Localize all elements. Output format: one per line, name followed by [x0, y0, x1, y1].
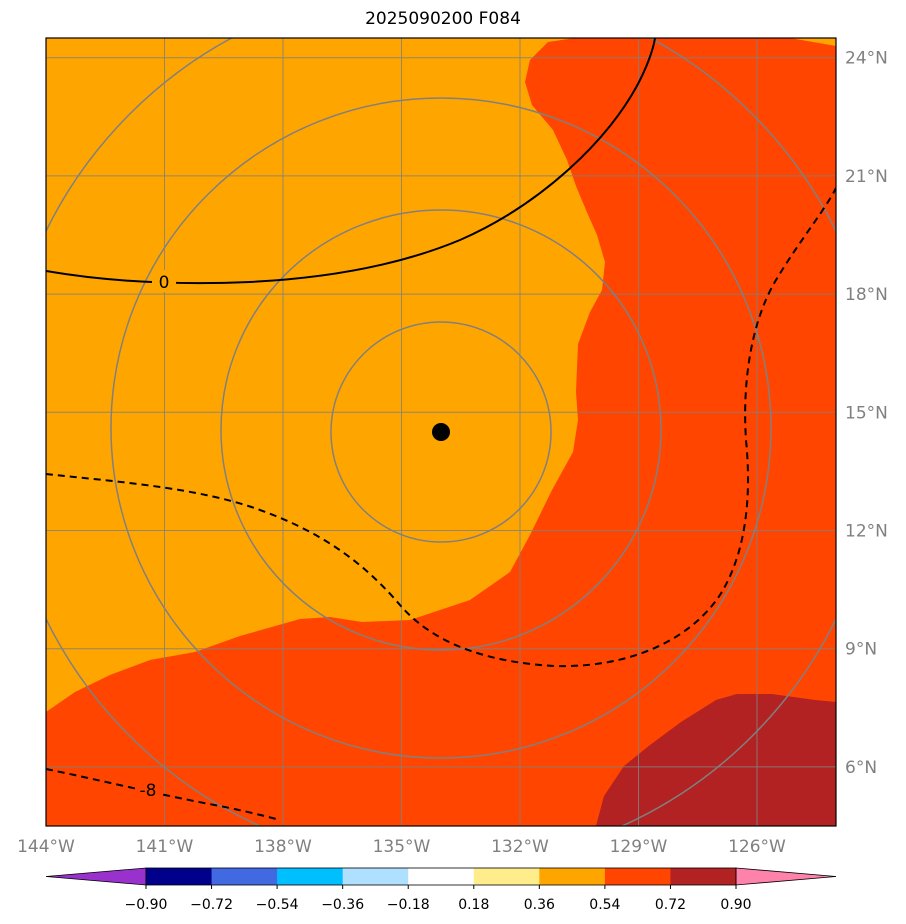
contour-label-bg-zero	[152, 270, 176, 292]
range-rings	[46, 38, 836, 826]
colorbar-segment	[146, 868, 213, 885]
colorbar-extend-low	[45, 867, 147, 886]
lat-tick-label: 9°N	[845, 640, 877, 660]
colorbar-tick-label: −0.18	[387, 897, 430, 913]
colorbar-extend-high	[735, 867, 837, 886]
map-frame	[45, 37, 837, 827]
lon-tick-label: 135°W	[373, 837, 431, 857]
colorbar-tick-label: 0.72	[655, 897, 686, 913]
colorbar-segment	[473, 868, 540, 885]
map-plot-area: 0 -8	[46, 38, 836, 826]
lon-tick-label: 132°W	[491, 837, 549, 857]
range-ring-2	[220, 209, 662, 651]
colorbar-segment	[211, 868, 278, 885]
range-ring-1	[330, 321, 552, 543]
contour-label-south: -8	[140, 781, 157, 801]
lon-tick-label: 126°W	[728, 837, 786, 857]
lat-tick-label: 12°N	[845, 522, 888, 542]
storm-center-marker	[432, 423, 450, 441]
colorbar-tick-label: 0.54	[589, 897, 620, 913]
contour-label-bg-south	[135, 778, 161, 800]
colorbar-segment	[670, 868, 737, 885]
colorbar-tick-label: −0.72	[190, 897, 233, 913]
colorbar-segment	[408, 868, 475, 885]
lat-tick-labels: 24°N 21°N 18°N 15°N 12°N 9°N 6°N	[845, 49, 888, 778]
contour-dashed-mid	[46, 187, 836, 668]
colorbar: −0.90 −0.72 −0.54 −0.36 −0.18 0.18 0.36 0.54 0.7…	[45, 867, 837, 913]
colorbar-tick-label: −0.36	[321, 897, 364, 913]
map-title: 2025090200 F084	[365, 9, 521, 29]
lat-tick-label: 6°N	[845, 758, 877, 778]
colorbar-segment	[604, 868, 671, 885]
lat-tick-label: 15°N	[845, 403, 888, 423]
colorbar-tick-label: 0.36	[524, 897, 555, 913]
range-ring-3	[110, 97, 772, 759]
lon-tick-labels: 144°W 141°W 138°W 135°W 132°W 129°W 126°W	[17, 837, 786, 857]
colorbar-tick-label: 0.90	[720, 897, 751, 913]
contour-label-zero: 0	[159, 273, 170, 293]
colorbar-segment	[342, 868, 409, 885]
colorbar-frame	[145, 867, 737, 886]
colorbar-tick-label: −0.54	[256, 897, 299, 913]
gridlines	[46, 38, 836, 826]
lon-tick-label: 138°W	[254, 837, 312, 857]
lon-tick-label: 141°W	[136, 837, 194, 857]
colorbar-segment	[277, 868, 344, 885]
colorbar-segment	[539, 868, 606, 885]
lat-tick-label: 18°N	[845, 285, 888, 305]
colorbar-tick-label: −0.90	[125, 897, 168, 913]
lat-tick-label: 24°N	[845, 49, 888, 69]
colorbar-tick-label: 0.18	[458, 897, 489, 913]
lon-tick-label: 144°W	[17, 837, 75, 857]
lat-tick-label: 21°N	[845, 167, 888, 187]
lon-tick-label: 129°W	[610, 837, 668, 857]
contour-dashed-south	[46, 768, 281, 821]
field-band-072-090	[596, 694, 836, 826]
